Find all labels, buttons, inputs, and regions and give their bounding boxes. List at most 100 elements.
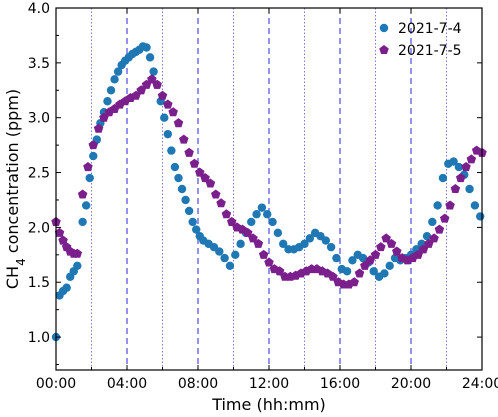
data-point: [195, 167, 205, 177]
data-point: [253, 238, 264, 248]
data-point: [258, 249, 269, 259]
data-point: [77, 189, 88, 199]
data-point: [470, 201, 480, 210]
y-tick-label: 2.0: [28, 220, 50, 236]
data-point: [450, 184, 461, 194]
legend-label: 2021-7-5: [398, 43, 462, 59]
data-point: [264, 257, 274, 267]
data-point: [279, 239, 288, 249]
data-point: [174, 173, 183, 183]
x-tick-label: 08:00: [178, 376, 218, 392]
data-point: [173, 118, 184, 128]
data-point: [273, 228, 283, 238]
legend: 2021-7-4 2021-7-5: [379, 21, 462, 59]
series-2021-7-5: [51, 74, 487, 289]
data-point: [200, 173, 210, 183]
data-point: [192, 225, 201, 234]
data-point: [455, 173, 466, 183]
x-tick-label: 12:00: [249, 376, 289, 392]
data-point: [58, 235, 68, 245]
data-point: [263, 210, 272, 219]
axis-ticks: [55, 7, 483, 370]
data-point: [184, 147, 194, 157]
data-point: [370, 249, 381, 259]
data-point: [88, 140, 99, 150]
data-point: [189, 158, 200, 168]
x-axis-title: Time (hh:mm): [211, 395, 326, 414]
data-point: [428, 217, 437, 227]
data-point: [305, 234, 315, 243]
data-points: [51, 42, 487, 342]
data-point: [445, 200, 455, 210]
data-point: [181, 195, 190, 205]
data-point: [438, 173, 448, 183]
data-point: [177, 184, 187, 194]
data-point: [170, 162, 180, 172]
y-tick-label: 1.5: [28, 275, 50, 291]
y-tick-label: 2.5: [28, 166, 50, 182]
data-point: [205, 178, 216, 188]
data-point: [221, 209, 232, 219]
data-point: [434, 224, 445, 234]
data-point: [163, 129, 173, 139]
data-point: [248, 233, 258, 243]
data-point: [89, 151, 98, 161]
legend-label: 2021-7-4: [398, 21, 462, 37]
data-point: [422, 231, 432, 241]
data-point: [216, 198, 226, 208]
data-point: [72, 248, 83, 258]
data-point: [386, 238, 397, 248]
data-point: [274, 266, 285, 276]
data-point: [380, 269, 389, 278]
legend-marker: [379, 45, 389, 55]
data-point: [83, 162, 93, 172]
data-point: [54, 227, 65, 237]
data-point: [252, 210, 261, 219]
data-point: [85, 173, 94, 183]
data-point: [103, 97, 112, 106]
data-point: [225, 261, 235, 270]
data-point: [349, 277, 359, 287]
data-point: [220, 253, 229, 263]
data-point: [215, 247, 224, 256]
data-point: [342, 267, 352, 276]
data-point: [332, 253, 341, 263]
data-point: [454, 162, 464, 172]
data-point: [160, 113, 169, 122]
data-point: [210, 189, 221, 199]
data-point: [184, 206, 194, 216]
data-point: [465, 184, 474, 194]
data-point: [449, 157, 458, 166]
data-point: [321, 236, 330, 245]
y-axis-title: CH4 concentration (ppm): [3, 89, 28, 289]
y-tick-label: 4.0: [28, 1, 50, 17]
data-point: [439, 213, 450, 223]
data-point: [433, 201, 442, 210]
data-point: [145, 53, 155, 62]
data-point: [242, 227, 253, 237]
x-tick-label: 24:00: [462, 376, 498, 392]
data-point: [231, 250, 240, 260]
data-point: [376, 242, 386, 252]
data-point: [142, 43, 151, 52]
data-point: [152, 79, 162, 89]
data-point: [392, 246, 402, 256]
y-tick-label: 1.0: [28, 330, 50, 346]
data-point: [354, 268, 365, 278]
data-point: [385, 261, 394, 270]
data-point: [73, 261, 82, 270]
series-2021-7-4: [51, 42, 485, 342]
data-point: [429, 233, 439, 243]
data-point: [326, 242, 336, 252]
data-point: [476, 212, 485, 221]
data-point: [226, 216, 237, 226]
data-point: [369, 267, 378, 276]
data-point: [188, 217, 197, 227]
data-point: [106, 86, 116, 95]
data-point: [157, 90, 168, 100]
data-point: [113, 67, 123, 76]
data-point: [147, 74, 157, 84]
y-tick-label: 3.5: [28, 56, 50, 72]
